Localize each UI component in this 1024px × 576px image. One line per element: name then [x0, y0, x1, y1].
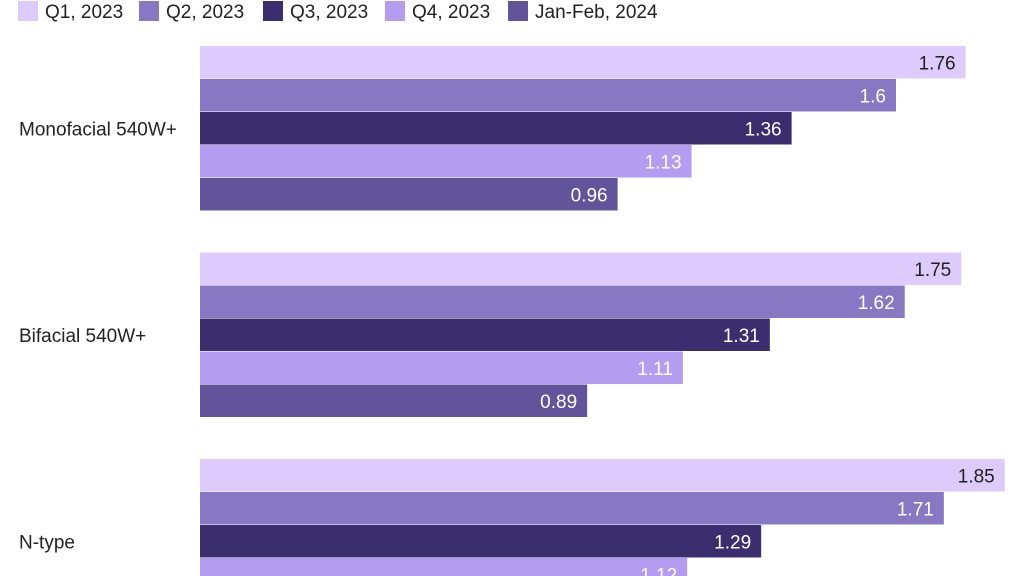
- bar-q1-2023: [200, 46, 966, 79]
- bar-q4-2023: [200, 145, 692, 178]
- legend-item-q2-2023: Q2, 2023: [139, 1, 244, 23]
- bar-q3-2023: [200, 112, 792, 145]
- category-label: Monofacial 540W+: [19, 120, 177, 141]
- bar-q3-2023: [200, 525, 762, 558]
- data-label: 0.96: [571, 185, 608, 206]
- category-label: Bifacial 540W+: [19, 326, 146, 347]
- bar-groups: Monofacial 540W+ 1.76 1.6 1.36 1.13 0.96 Bifac…: [19, 46, 1005, 576]
- data-label: 1.6: [860, 86, 886, 107]
- legend-label: Q4, 2023: [412, 2, 490, 23]
- legend-label: Jan-Feb, 2024: [535, 2, 658, 23]
- bar-q2-2023: [200, 285, 905, 318]
- bar-q1-2023: [200, 252, 962, 285]
- category-label: N-type: [19, 533, 75, 554]
- data-label: 1.75: [914, 260, 951, 281]
- category-group-bifacial-540w: Bifacial 540W+ 1.75 1.62 1.31 1.11 0.89: [19, 252, 962, 417]
- bar-q4-2023: [200, 351, 683, 384]
- data-label: 1.31: [723, 326, 760, 347]
- legend-label: Q3, 2023: [290, 2, 368, 23]
- legend-item-q4-2023: Q4, 2023: [385, 1, 490, 23]
- data-label: 1.85: [958, 466, 995, 487]
- category-group-n-type: N-type 1.85 1.71 1.29 1.12: [19, 459, 1005, 576]
- legend-swatch: [508, 1, 528, 21]
- bar-q1-2023: [200, 459, 1005, 492]
- category-group-monofacial-540w: Monofacial 540W+ 1.76 1.6 1.36 1.13 0.96: [19, 46, 966, 211]
- legend-item-jan-feb-2024: Jan-Feb, 2024: [508, 1, 658, 23]
- data-label: 1.71: [897, 499, 934, 520]
- legend-item-q1-2023: Q1, 2023: [18, 1, 123, 23]
- legend-label: Q2, 2023: [166, 2, 244, 23]
- bar-q4-2023: [200, 558, 688, 576]
- data-label: 1.76: [919, 53, 956, 74]
- legend-swatch: [139, 1, 159, 21]
- data-label: 1.11: [637, 359, 673, 380]
- data-label: 1.12: [640, 565, 677, 576]
- bar-jan-feb-2024: [200, 384, 588, 417]
- data-label: 1.36: [745, 119, 782, 140]
- bar-jan-feb-2024: [200, 178, 618, 211]
- data-label: 1.13: [645, 152, 682, 173]
- legend-swatch: [263, 1, 283, 21]
- legend-item-q3-2023: Q3, 2023: [263, 1, 368, 23]
- data-label: 1.62: [858, 293, 895, 314]
- data-label: 0.89: [540, 392, 577, 413]
- legend-swatch: [385, 1, 405, 21]
- data-label: 1.29: [714, 532, 751, 553]
- legend: Q1, 2023 Q2, 2023 Q3, 2023 Q4, 2023 Jan-Feb,…: [18, 1, 658, 23]
- bar-q3-2023: [200, 318, 770, 351]
- legend-swatch: [18, 1, 38, 21]
- bar-q2-2023: [200, 79, 896, 112]
- bar-q2-2023: [200, 492, 944, 525]
- legend-label: Q1, 2023: [45, 2, 123, 23]
